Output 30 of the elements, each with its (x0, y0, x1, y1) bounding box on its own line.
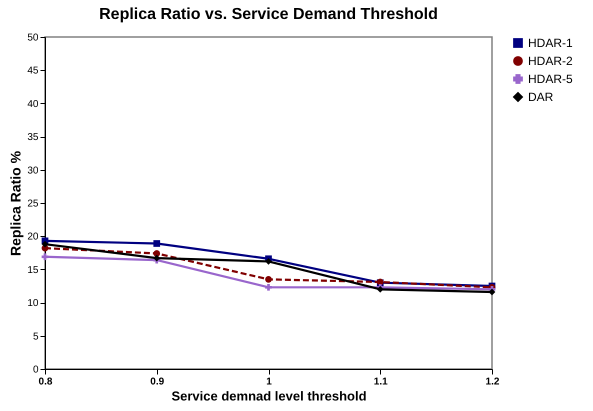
legend-label: HDAR-2 (528, 54, 573, 68)
y-tick-label: 20 (27, 232, 39, 243)
chart-title: Replica Ratio vs. Service Demand Threshold (99, 6, 438, 23)
y-axis-title: Replica Ratio % (7, 150, 24, 256)
y-tick-label: 15 (27, 264, 39, 276)
x-tick-label: 1 (266, 376, 272, 388)
y-tick-label: 40 (27, 98, 39, 110)
point (42, 240, 48, 248)
point (488, 288, 496, 296)
legend-label: DAR (528, 90, 554, 104)
y-tick-label: 10 (27, 298, 39, 310)
y-tick-label: 5 (32, 331, 39, 342)
point (153, 240, 160, 247)
y-tick-label: 35 (27, 132, 39, 144)
point (265, 284, 272, 291)
x-tick-label: 0.9 (150, 376, 165, 388)
x-tick-label: 1.2 (486, 376, 500, 388)
x-tick-label: 1.1 (374, 376, 388, 388)
point (265, 258, 272, 265)
y-tick-label: 45 (27, 66, 39, 77)
point (42, 253, 48, 260)
y-tick-label: 25 (27, 198, 39, 210)
legend-label: HDAR-5 (528, 72, 573, 86)
y-tick-label: 50 (27, 32, 39, 44)
y-tick-label: 30 (27, 165, 39, 176)
legend-label: HDAR-1 (528, 36, 573, 50)
point (265, 276, 272, 283)
x-axis-title: Service demnad level threshold (171, 388, 367, 404)
y-tick-label: 0 (32, 364, 39, 376)
x-tick-label: 0.8 (38, 376, 53, 388)
